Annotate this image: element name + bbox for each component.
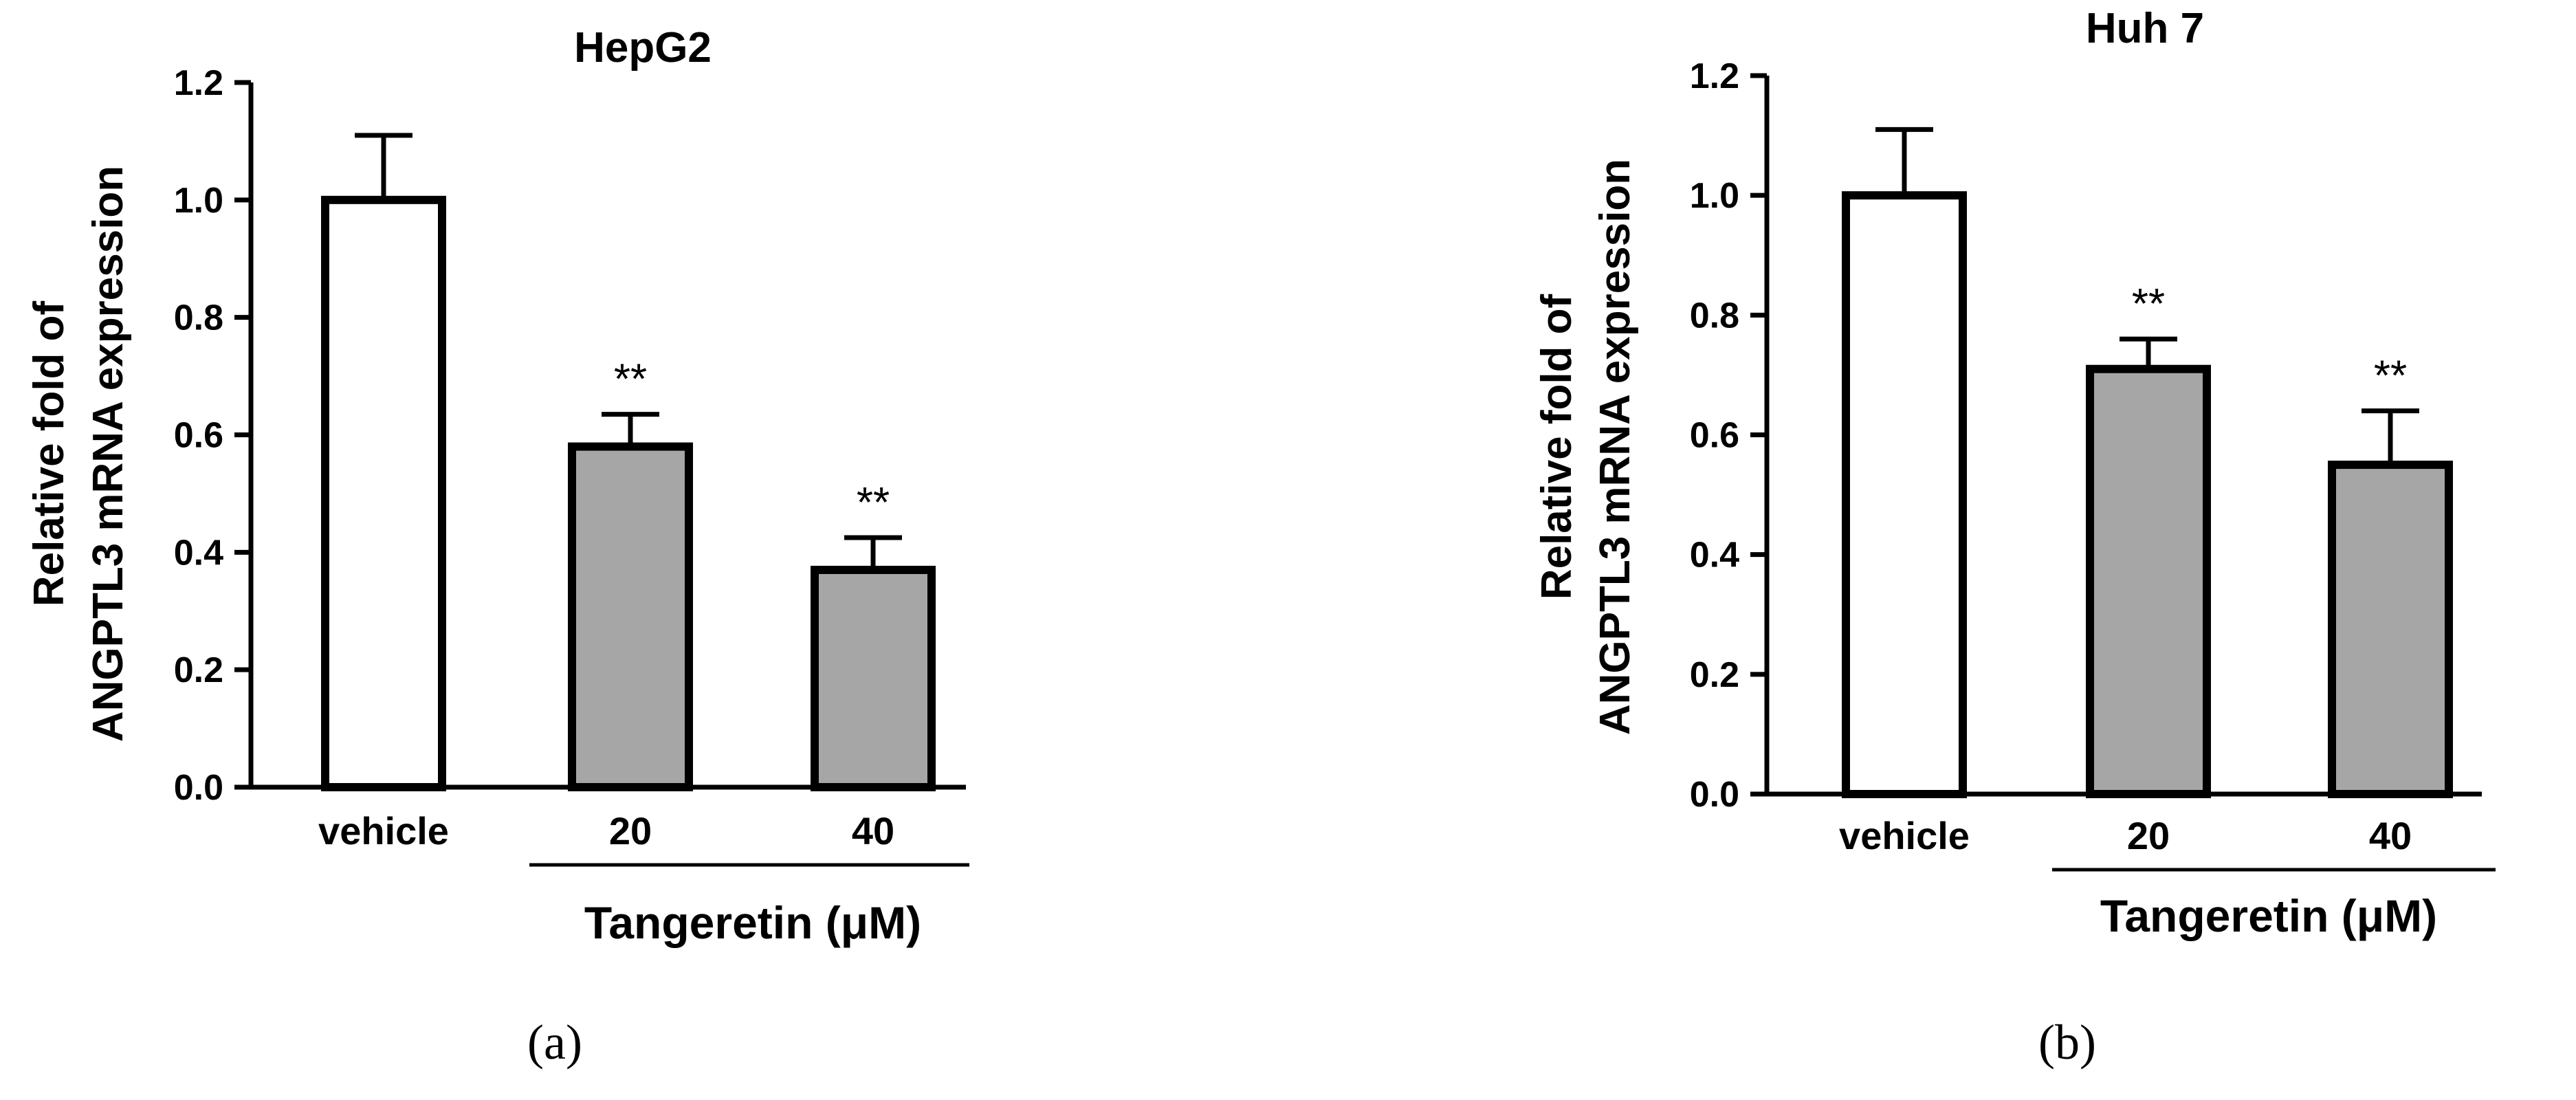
chart-title: HepG2 <box>574 24 712 72</box>
bar <box>2086 364 2211 798</box>
plot-area: 0.0 0.2 0.4 0.6 0.8 1.0 1.2 vehicle ** 20 ** 40 <box>1690 56 2496 872</box>
group-label: Tangeretin (μM) <box>2100 890 2437 941</box>
x-tick-label: 20 <box>2127 814 2170 857</box>
x-tick-label: vehicle <box>1839 814 1970 857</box>
x-tick-label: 40 <box>2369 814 2412 857</box>
y-tick-label: 1.2 <box>174 63 223 103</box>
y-tick-label: 0.8 <box>1690 296 1739 336</box>
bar <box>1842 191 1967 798</box>
y-tick-label: 0.2 <box>1690 655 1739 695</box>
y-tick-label: 0.6 <box>1690 416 1739 456</box>
y-tick-label: 1.2 <box>1690 56 1739 96</box>
y-tick-label: 0.6 <box>174 416 223 456</box>
y-tick-label: 1.0 <box>1690 176 1739 216</box>
y-tick-label: 0.4 <box>1690 536 1739 575</box>
bar <box>321 195 446 792</box>
y-tick-label: 0.0 <box>1690 775 1739 815</box>
significance-mark: ** <box>614 356 647 404</box>
significance-mark: ** <box>2132 280 2165 328</box>
y-axis-label-line1: Relative fold of <box>25 300 73 606</box>
y-tick-label: 0.2 <box>174 650 223 690</box>
y-tick-label: 0.8 <box>174 298 223 338</box>
plot-area: 0.0 0.2 0.4 0.6 0.8 1.0 1.2 vehicle ** 20 ** 40 <box>174 63 969 867</box>
panel-a: HepG2 Relative fold of ANGPTL3 mRNA expr… <box>25 24 969 1070</box>
bar <box>2328 461 2453 799</box>
x-tick-label: 20 <box>609 809 652 852</box>
chart-title: Huh 7 <box>2086 5 2204 52</box>
bar <box>568 442 693 791</box>
y-axis-label-line2: ANGPTL3 mRNA expression <box>85 166 132 742</box>
panel-label: (a) <box>527 1015 582 1070</box>
y-tick-label: 1.0 <box>174 181 223 221</box>
significance-mark: ** <box>857 479 890 527</box>
panel-label: (b) <box>2038 1015 2096 1070</box>
bar <box>811 565 936 791</box>
x-tick-label: vehicle <box>318 809 449 852</box>
panel-b: Huh 7 Relative fold of ANGPTL3 mRNA expr… <box>1533 5 2496 1070</box>
x-tick-label: 40 <box>852 809 894 852</box>
group-label: Tangeretin (μM) <box>584 897 921 948</box>
y-tick-label: 0.4 <box>174 533 223 573</box>
y-tick-label: 0.0 <box>174 768 223 808</box>
significance-mark: ** <box>2374 353 2407 400</box>
y-axis-label-line1: Relative fold of <box>1533 294 1581 600</box>
y-axis-label-line2: ANGPTL3 mRNA expression <box>1592 159 1639 735</box>
